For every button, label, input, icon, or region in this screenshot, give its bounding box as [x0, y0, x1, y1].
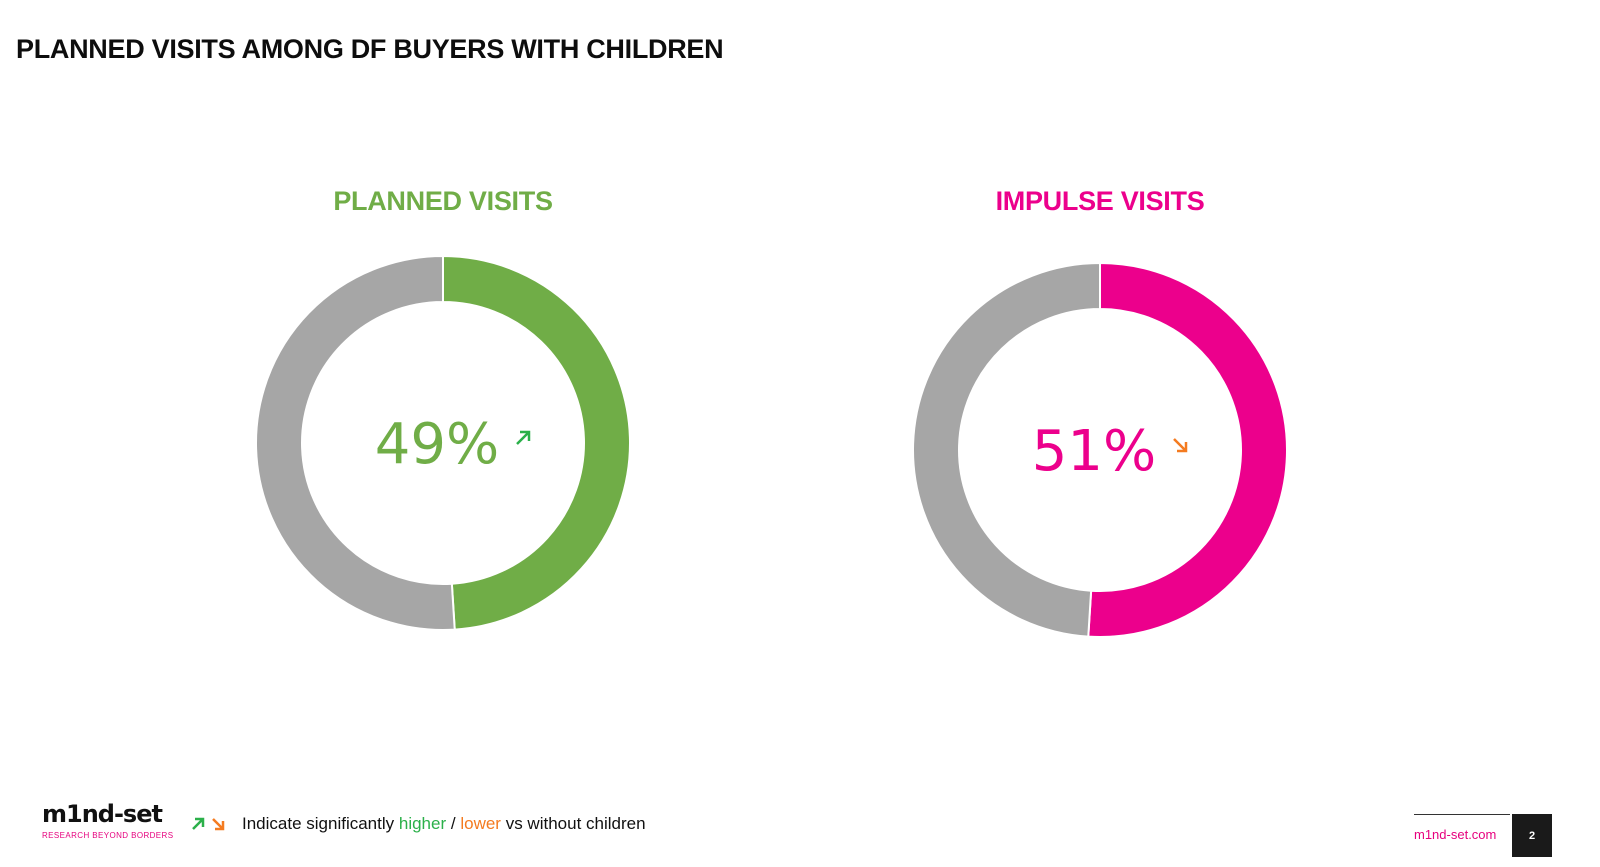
donut-slice-main: [442, 254, 631, 631]
website-link[interactable]: m1nd-set.com: [1414, 814, 1510, 842]
donut-svg: 49%: [255, 254, 631, 631]
footer: m1nd-set RESEARCH BEYOND BORDERS Indicat…: [0, 790, 1600, 867]
impulse-visits-chart: IMPULSE VISITS 51%: [800, 180, 1400, 660]
arrow-down-right-icon: [1173, 438, 1188, 453]
donut-slice-remainder: [255, 254, 456, 631]
donut-slice-remainder: [912, 261, 1101, 638]
chart-title: PLANNED VISITS: [333, 186, 553, 216]
significance-legend: Indicate significantly higher / lower vs…: [190, 814, 646, 834]
arrow-up-right-icon: [192, 817, 205, 830]
donut-svg: 51%: [912, 261, 1288, 638]
logo-wordmark: m1nd-set: [42, 800, 163, 828]
legend-lower: lower: [460, 814, 501, 833]
donut-slice-main: [1087, 261, 1288, 638]
arrow-up-right-icon: [516, 430, 531, 445]
arrow-down-right-icon: [212, 818, 225, 831]
chart-title: IMPULSE VISITS: [995, 186, 1205, 216]
slide-title: PLANNED VISITS AMONG DF BUYERS WITH CHIL…: [16, 34, 724, 64]
legend-separator: /: [450, 814, 456, 833]
logo-tagline: RESEARCH BEYOND BORDERS: [42, 831, 174, 840]
page-number: 2: [1512, 814, 1552, 857]
mindset-logo: m1nd-set RESEARCH BEYOND BORDERS: [42, 794, 174, 844]
legend-suffix: vs without children: [505, 814, 646, 833]
legend-prefix: Indicate significantly: [242, 814, 395, 833]
planned-visits-chart: PLANNED VISITS 49%: [143, 180, 743, 660]
legend-higher: higher: [398, 814, 447, 833]
center-value-label: 51%: [1032, 419, 1156, 484]
center-value-label: 49%: [375, 412, 499, 477]
